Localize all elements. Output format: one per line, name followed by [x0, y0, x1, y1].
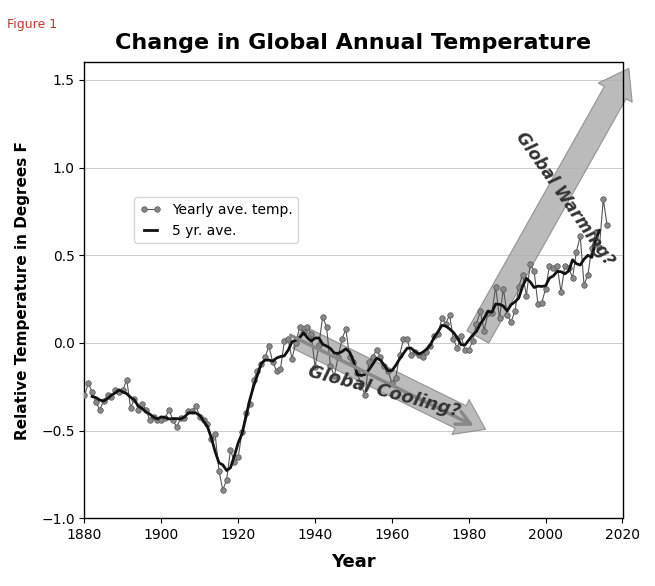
- 5 yr. ave.: [580, 255, 588, 263]
- 5 yr. ave.: [426, 342, 434, 349]
- 5 yr. ave.: [411, 348, 419, 355]
- X-axis label: Year: Year: [331, 553, 376, 571]
- Line: Yearly ave. temp.: Yearly ave. temp.: [82, 196, 610, 493]
- 5 yr. ave.: [569, 256, 576, 263]
- 5 yr. ave.: [223, 467, 231, 474]
- Line: 5 yr. ave.: 5 yr. ave.: [92, 230, 599, 471]
- Title: Change in Global Annual Temperature: Change in Global Annual Temperature: [115, 33, 591, 53]
- FancyArrowPatch shape: [293, 326, 485, 434]
- 5 yr. ave.: [595, 227, 603, 234]
- Y-axis label: Relative Temperature in Degrees F: Relative Temperature in Degrees F: [15, 141, 30, 440]
- Yearly ave. temp.: [219, 486, 227, 493]
- Yearly ave. temp.: [315, 341, 323, 348]
- Yearly ave. temp.: [276, 366, 284, 373]
- Text: Figure 1: Figure 1: [7, 18, 57, 30]
- 5 yr. ave.: [88, 393, 96, 400]
- Yearly ave. temp.: [488, 309, 496, 316]
- 5 yr. ave.: [441, 322, 449, 329]
- Yearly ave. temp.: [265, 343, 273, 350]
- FancyArrowPatch shape: [467, 69, 632, 343]
- Text: Global Cooling?: Global Cooling?: [306, 363, 462, 421]
- Text: Global Warming?: Global Warming?: [512, 129, 618, 270]
- 5 yr. ave.: [122, 390, 130, 397]
- Legend: Yearly ave. temp., 5 yr. ave.: Yearly ave. temp., 5 yr. ave.: [134, 197, 298, 243]
- Yearly ave. temp.: [407, 352, 415, 359]
- Yearly ave. temp.: [153, 417, 161, 424]
- Yearly ave. temp.: [603, 222, 611, 229]
- Yearly ave. temp.: [81, 392, 88, 399]
- Yearly ave. temp.: [599, 196, 607, 203]
